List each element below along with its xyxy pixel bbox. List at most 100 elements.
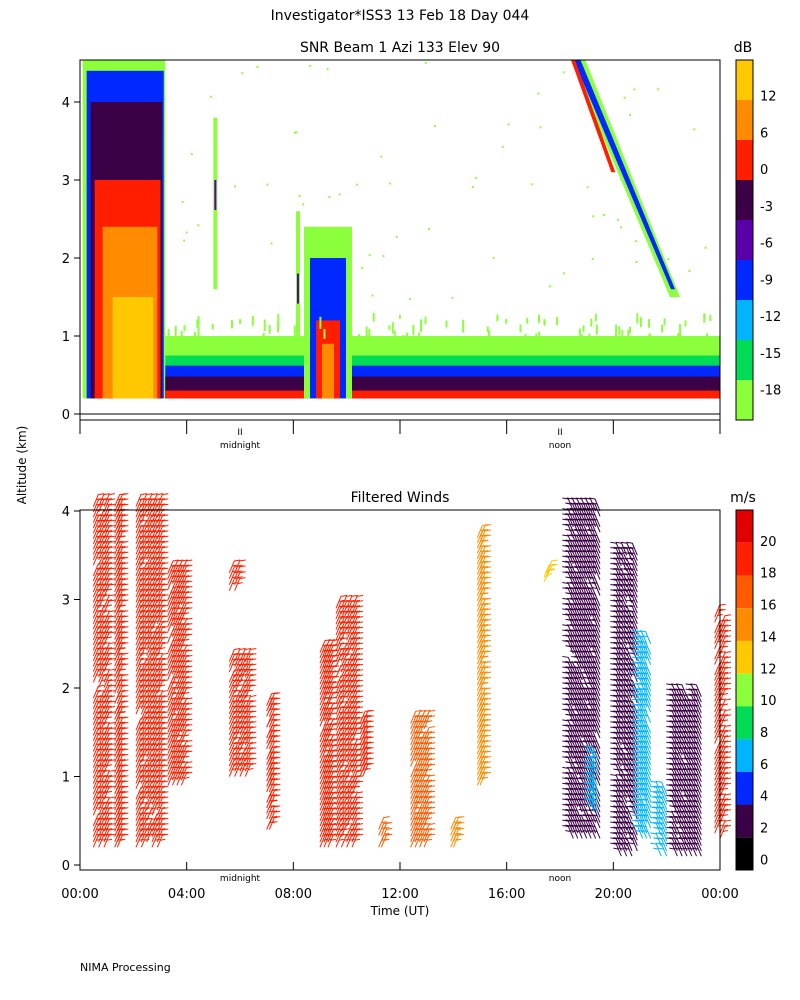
wind-barb	[423, 823, 436, 837]
wind-barb	[156, 658, 169, 672]
snr-noise	[667, 258, 670, 261]
wind-barb	[268, 810, 281, 825]
wind-barb	[639, 735, 652, 750]
wind-barb	[719, 624, 732, 639]
snr-cbar-tick-label: 0	[760, 163, 768, 178]
wind-barb	[575, 692, 588, 707]
wind-barb	[92, 684, 105, 699]
snr-y-tick-label: 1	[62, 330, 70, 345]
wind-barb	[423, 828, 436, 843]
wind-barb	[116, 769, 129, 784]
wind-barb	[156, 732, 169, 747]
wind-barb	[655, 806, 668, 821]
wind-barb	[423, 790, 436, 805]
wind-barb	[588, 719, 601, 734]
wind-barb	[479, 698, 492, 712]
wind-barb	[116, 679, 129, 694]
wind-barb	[479, 603, 492, 617]
wind-barb	[690, 773, 702, 788]
wind-barb	[719, 709, 732, 723]
wind-barb	[116, 540, 129, 555]
wind-barb	[239, 695, 252, 709]
snr-cbar-tick-label: -18	[760, 384, 781, 399]
wind-barb	[351, 610, 364, 625]
wind-barb	[268, 783, 281, 798]
wind-barb	[351, 626, 364, 641]
wind-barb	[103, 801, 116, 816]
wind-barb	[156, 668, 169, 683]
wind-barb	[423, 806, 436, 821]
figure-title: Investigator*ISS3 13 Feb 18 Day 044	[271, 8, 530, 24]
snr-speckle	[486, 326, 489, 333]
wind-barb	[92, 604, 105, 619]
wind-barb	[479, 555, 492, 570]
wind-barb	[116, 732, 129, 747]
wind-barb	[719, 767, 732, 781]
snr-noise	[197, 224, 200, 227]
snr-marker-midnight: midnight	[220, 441, 261, 451]
snr-speckle	[582, 325, 585, 333]
snr-speckle	[663, 318, 666, 326]
wind-barb	[228, 689, 241, 704]
snr-cbar-tick-label: -15	[760, 347, 781, 362]
wind-barb	[156, 769, 169, 784]
wind-barb	[103, 594, 116, 608]
wind-barb	[719, 677, 732, 692]
wind-barb	[180, 591, 193, 606]
snr-noise	[190, 153, 193, 156]
wind-barb	[103, 690, 116, 704]
wind-barb	[180, 708, 193, 722]
wind-barb	[103, 769, 116, 784]
wind-barb	[268, 767, 281, 782]
wind-barb	[156, 828, 169, 843]
snr-speckle	[684, 320, 687, 327]
wind-barb	[103, 812, 116, 827]
snr-y-tick-label: 0	[62, 408, 70, 423]
wind-barb	[156, 706, 169, 720]
wind-barb	[268, 816, 281, 830]
wind-barb	[479, 719, 492, 733]
wind-barb	[268, 778, 281, 793]
wind-barb	[327, 691, 340, 706]
snr-echo-layer	[82, 60, 720, 399]
wind-barb	[116, 796, 129, 811]
wind-barb	[479, 640, 492, 654]
wind-barb	[103, 743, 116, 757]
wind-barb	[588, 724, 601, 739]
snr-noise	[549, 285, 552, 288]
wind-barb	[423, 747, 436, 762]
wind-barb	[351, 674, 364, 689]
snr-noise	[592, 215, 595, 218]
wind-barb	[351, 775, 364, 790]
wind-series-20-21h	[610, 541, 638, 857]
wind-barb	[156, 540, 169, 555]
wind-barb	[588, 809, 601, 823]
wind-barb	[351, 706, 364, 721]
wind-barb	[423, 812, 436, 826]
wind-barb	[156, 514, 169, 529]
wind-barb	[180, 607, 193, 621]
wind-barb	[615, 789, 628, 804]
wind-barb	[351, 796, 364, 811]
wind-barb	[584, 502, 597, 517]
wind-barb	[351, 722, 364, 736]
wind-barb	[116, 620, 129, 635]
wind-barb	[103, 599, 116, 614]
snr-region-early-strong-echo-band-5	[112, 297, 154, 399]
wind-barb	[690, 816, 702, 830]
wind-barb	[655, 832, 668, 847]
wind-barb	[378, 816, 390, 830]
wind-barb	[156, 594, 169, 608]
wind-barb	[588, 592, 601, 607]
wind-barb	[156, 620, 169, 635]
wind-barb	[588, 576, 601, 591]
wind-barb	[156, 679, 169, 694]
snr-speckle	[406, 332, 409, 342]
wind-barb	[588, 555, 601, 570]
wind-barb	[116, 791, 129, 805]
snr-speckle	[211, 323, 214, 330]
wind-barb	[479, 671, 492, 686]
snr-y-tick-label: 4	[62, 96, 70, 111]
wind-barb	[351, 833, 364, 848]
snr-region-descending-layer-core	[573, 60, 675, 290]
